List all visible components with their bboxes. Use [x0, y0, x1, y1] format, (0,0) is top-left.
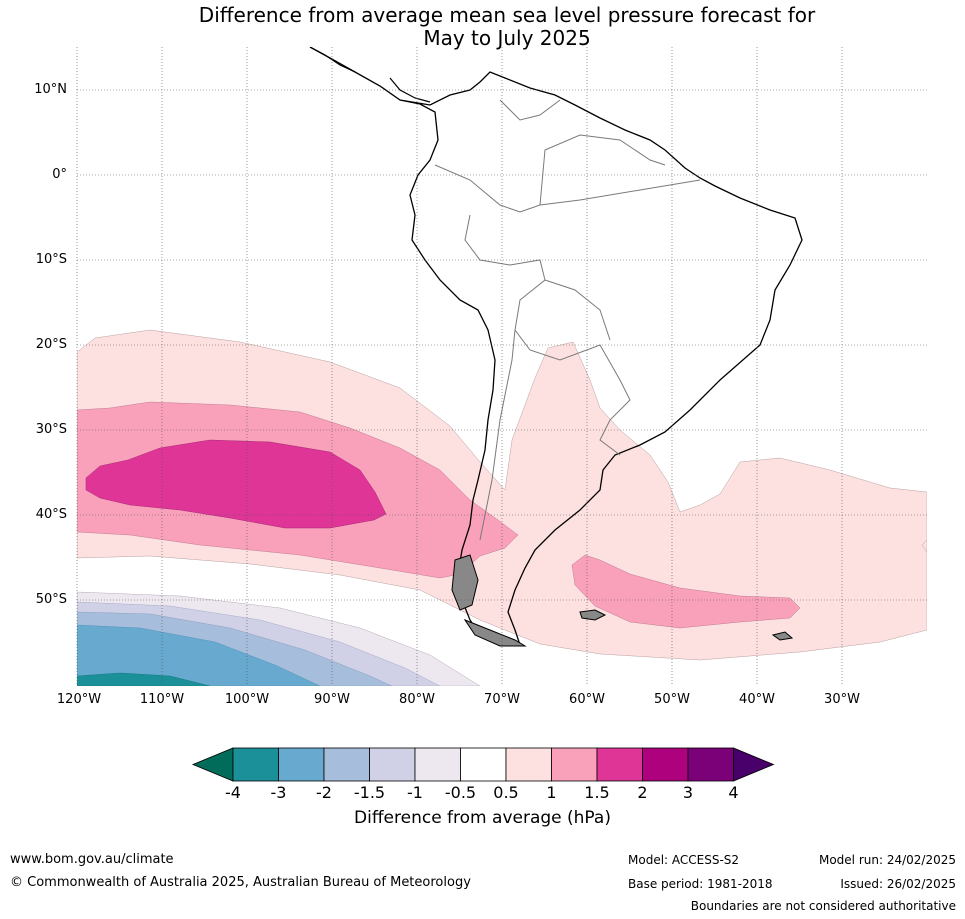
lat-label-40s: 40°S	[35, 507, 67, 522]
lon-label-100w: 100°W	[224, 692, 270, 707]
colorbar-tick-label: -0.5	[444, 783, 477, 802]
country-boundaries	[434, 99, 701, 541]
base-period: Base period: 1981-2018	[628, 877, 773, 891]
lat-label-0: 0°	[52, 167, 67, 182]
colorbar-tick-label: -1	[407, 783, 423, 802]
lon-label-30w: 30°W	[824, 692, 860, 707]
colorbar-tick-label: 2	[637, 783, 648, 802]
colorbar-segment	[369, 747, 416, 782]
colorbar-segment	[460, 747, 507, 782]
colorbar-tick-label: 1.5	[584, 783, 610, 802]
colorbar-segment	[414, 747, 461, 782]
issued-date: Issued: 26/02/2025	[840, 877, 956, 891]
colorbar-segment	[642, 747, 689, 782]
island-fragments	[451, 554, 794, 647]
lon-label-80w: 80°W	[399, 692, 435, 707]
colorbar-tick-label: -1.5	[353, 783, 386, 802]
colorbar-tick-label: 1	[546, 783, 557, 802]
colorbar-segments	[191, 747, 775, 782]
lat-label-10n: 10°N	[34, 82, 67, 97]
fill-pos-1.5-core	[85, 439, 387, 529]
colorbar-tick-label: -2	[316, 783, 332, 802]
colorbar-segment	[278, 747, 325, 782]
colorbar-segment	[323, 747, 370, 782]
colorbar-extend-low	[191, 747, 234, 782]
colorbar-tick-label: -3	[270, 783, 287, 802]
lon-label-90w: 90°W	[314, 692, 350, 707]
colorbar-segment	[505, 747, 552, 782]
central-america-coastline	[309, 47, 431, 103]
lon-label-70w: 70°W	[484, 692, 520, 707]
model-run-date: Model run: 24/02/2025	[818, 853, 956, 867]
colorbar-segment	[596, 747, 643, 782]
title-line1: Difference from average mean sea level p…	[198, 3, 816, 27]
fill-pos-1-south-atlantic	[571, 554, 801, 629]
south-america-coastline	[309, 47, 803, 646]
map-title: Difference from average mean sea level p…	[0, 4, 965, 50]
lon-label-120w: 120°W	[56, 692, 102, 707]
website-link[interactable]: www.bom.gov.au/climate	[10, 852, 174, 867]
colorbar-tick-label: 4	[728, 783, 739, 802]
colorbar-tick-label: 0.5	[493, 783, 519, 802]
colorbar-extend-high	[733, 747, 775, 782]
lat-label-20s: 20°S	[35, 337, 67, 352]
fill-neg-3	[77, 672, 211, 686]
lat-label-30s: 30°S	[35, 422, 67, 437]
colorbar-segment	[551, 747, 598, 782]
lat-label-50s: 50°S	[35, 592, 67, 607]
boundary-disclaimer: Boundaries are not considered authoritat…	[690, 899, 956, 913]
lon-label-50w: 50°W	[654, 692, 690, 707]
model-name: Model: ACCESS-S2	[628, 853, 740, 867]
colorbar-tick-label: 3	[682, 783, 694, 802]
fill-neg-2	[77, 624, 321, 686]
colorbar-label: Difference from average (hPa)	[354, 808, 611, 828]
lat-label-10s: 10°S	[35, 252, 67, 267]
fill-pos-0.5-atlantic-east	[921, 539, 927, 553]
colorbar-segment	[687, 747, 734, 782]
colorbar-segment	[232, 747, 279, 782]
colorbar-tick-label: -4	[225, 783, 241, 802]
copyright-text: © Commonwealth of Australia 2025, Austra…	[10, 875, 471, 890]
title-line2: May to July 2025	[423, 26, 591, 50]
graticule	[76, 47, 927, 686]
lon-label-110w: 110°W	[139, 692, 185, 707]
lon-label-60w: 60°W	[569, 692, 605, 707]
lon-label-40w: 40°W	[739, 692, 775, 707]
